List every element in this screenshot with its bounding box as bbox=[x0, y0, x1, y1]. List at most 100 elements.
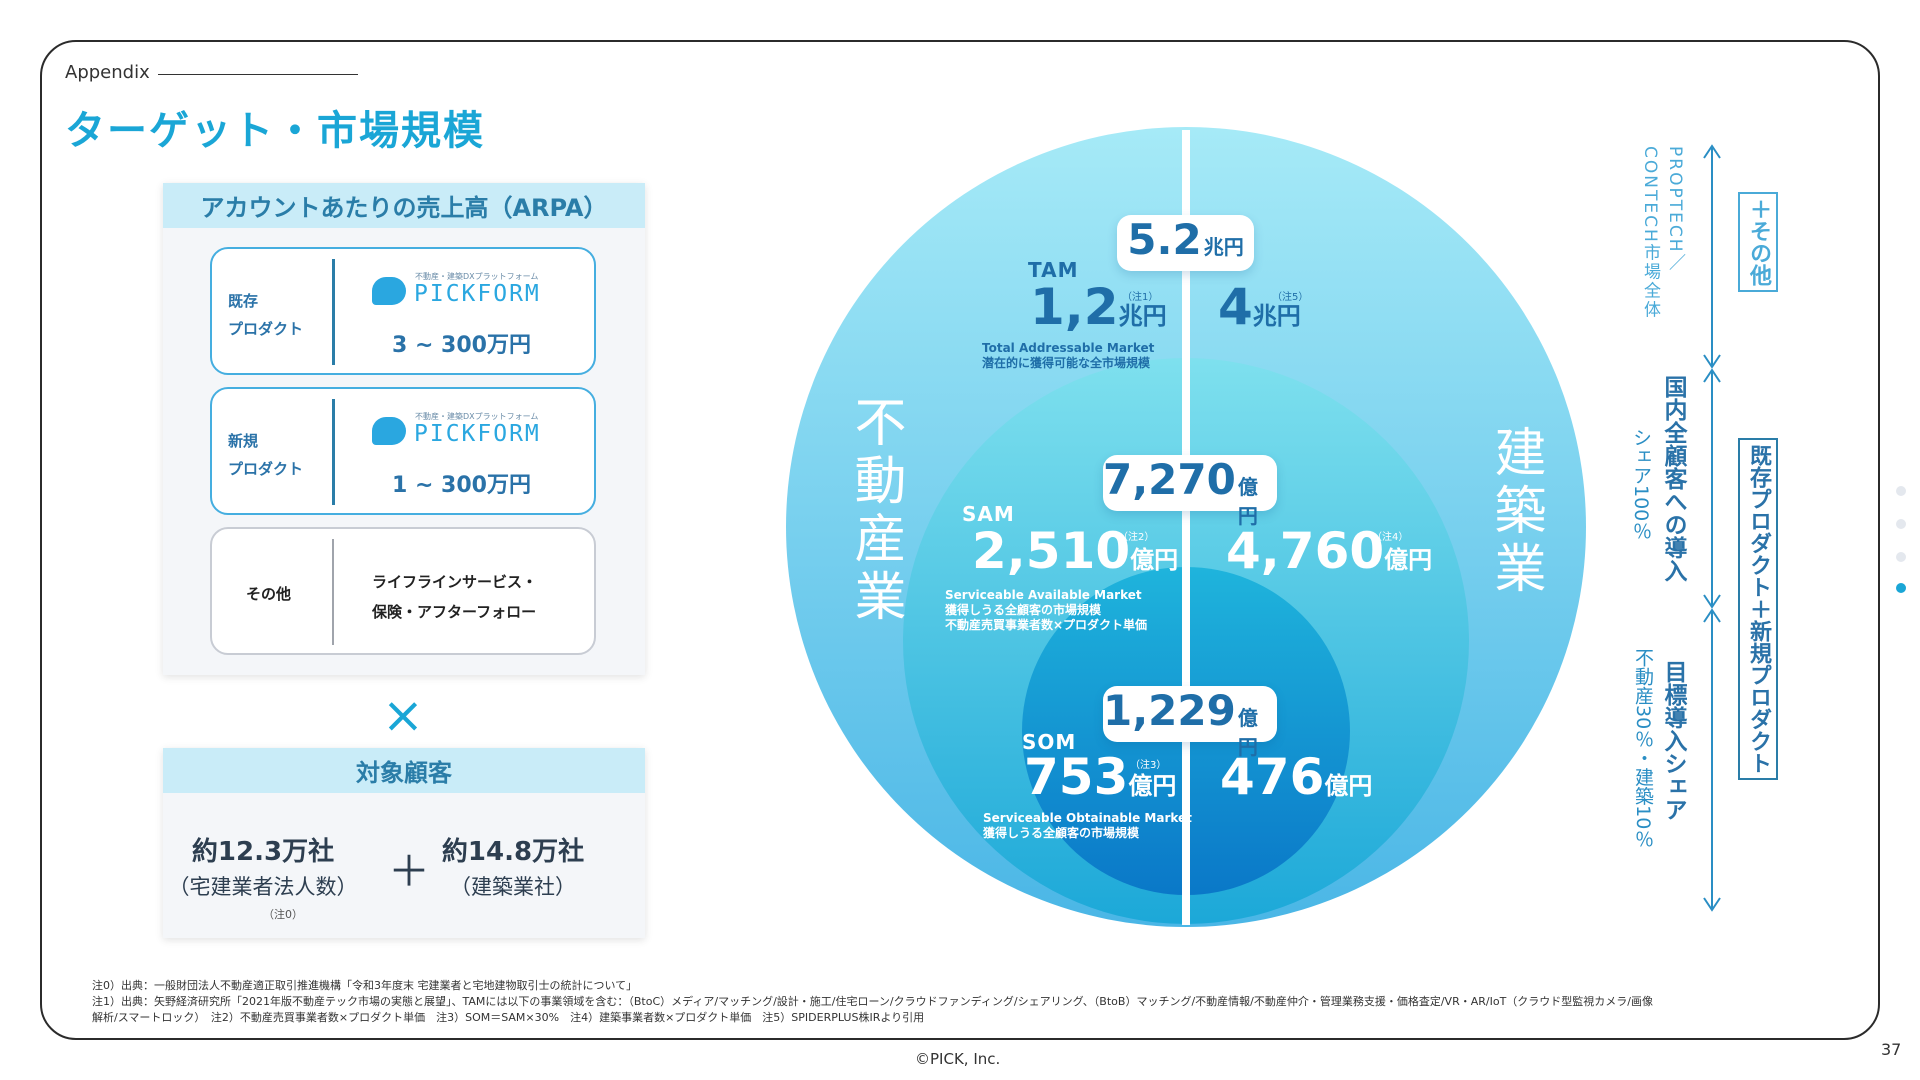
sam-description: Serviceable Available Market 獲得しうる全顧客の市場… bbox=[945, 588, 1147, 633]
som-left-number: 753 bbox=[1024, 748, 1129, 806]
footnotes: 注0）出典：一般財団法人不動産適正取引推進機構「令和3年度末 宅建業者と宅地建物… bbox=[92, 978, 1832, 1026]
other-label: その他 bbox=[246, 585, 292, 603]
sam-right-unit: 億円 bbox=[1384, 546, 1433, 574]
sam-total-unit: 億円 bbox=[1237, 475, 1258, 528]
sam-right-number: 4,760 bbox=[1226, 522, 1385, 580]
product-label: 新規 プロダクト bbox=[228, 427, 303, 483]
som-left-note: （注3） bbox=[1130, 760, 1167, 771]
som-desc-en: Serviceable Obtainable Market bbox=[983, 811, 1192, 825]
tam-left-unit: 兆円 bbox=[1118, 302, 1167, 330]
new-product-box: 新規 プロダクト 不動産・建築DXプラットフォーム PICKFORM 1 ~ 3… bbox=[210, 387, 596, 515]
sam-total-value: 7,270 bbox=[1103, 455, 1236, 504]
arpa-card: アカウントあたりの売上高（ARPA） 既存 プロダクト 不動産・建築DXプラット… bbox=[163, 183, 645, 675]
existing-product-box: 既存 プロダクト 不動産・建築DXプラットフォーム PICKFORM 3 ~ 3… bbox=[210, 247, 596, 375]
som-right-unit: 億円 bbox=[1324, 772, 1373, 800]
construction-customer-count: 約14.8万社 bbox=[441, 837, 585, 867]
product-price: 1 ~ 300万円 bbox=[392, 473, 531, 498]
contech-label: CONTECH市場全体 bbox=[1640, 146, 1660, 320]
other-services-box: その他 ライフラインサービス・ 保険・アフターフォロー bbox=[210, 527, 596, 655]
som-left-value: 753億円 bbox=[1024, 748, 1176, 806]
appendix-label: Appendix bbox=[65, 62, 150, 83]
plus-other-box: ＋その他 bbox=[1738, 192, 1778, 292]
page-dot-active[interactable] bbox=[1896, 583, 1906, 593]
tam-right-unit: 兆円 bbox=[1252, 302, 1301, 330]
product-label: 既存 プロダクト bbox=[228, 287, 303, 343]
sam-left-note: （注2） bbox=[1118, 532, 1155, 543]
sam-left-unit: 億円 bbox=[1130, 546, 1179, 574]
domestic-all-label: 国内全顧客への導入 bbox=[1660, 375, 1686, 582]
multiply-icon: × bbox=[382, 686, 424, 744]
page-dot[interactable] bbox=[1896, 486, 1906, 496]
real-estate-customer-desc: （宅建業者法人数） bbox=[168, 875, 358, 899]
existing-new-product-box: 既存プロダクト＋新規プロダクト bbox=[1738, 438, 1778, 780]
other-desc-line2: 保険・アフターフォロー bbox=[372, 603, 537, 621]
tam-left-number: 1,2 bbox=[1030, 278, 1119, 336]
som-right-number: 476 bbox=[1220, 748, 1325, 806]
som-description: Serviceable Obtainable Market 獲得しうる全顧客の市… bbox=[983, 811, 1192, 841]
arpa-heading: アカウントあたりの売上高（ARPA） bbox=[163, 183, 645, 228]
real-estate-customer-count: 約12.3万社 bbox=[191, 837, 335, 867]
tam-left-value: 1,2兆円 bbox=[1030, 278, 1167, 336]
som-desc-jp: 獲得しうる全顧客の市場規模 bbox=[983, 826, 1140, 840]
target-share-label: 目標導入シェア bbox=[1660, 660, 1686, 821]
product-label-line1: 既存 bbox=[228, 292, 259, 310]
sam-left-number: 2,510 bbox=[972, 522, 1131, 580]
tam-description: Total Addressable Market 潜在的に獲得可能な全市場規模 bbox=[982, 341, 1154, 371]
logo-tagline: 不動産・建築DXプラットフォーム bbox=[415, 272, 539, 281]
real-estate-industry-label: 不動産業 bbox=[845, 395, 905, 627]
other-desc-line1: ライフラインサービス・ bbox=[372, 573, 538, 591]
som-total-unit: 億円 bbox=[1237, 706, 1258, 759]
divider bbox=[332, 399, 335, 505]
tam-total-unit: 兆円 bbox=[1203, 235, 1244, 259]
tam-total-value: 5.2 bbox=[1127, 215, 1202, 264]
logo-brand: PICKFORM bbox=[414, 281, 541, 307]
product-label-line2: プロダクト bbox=[228, 320, 304, 338]
customers-heading: 対象顧客 bbox=[163, 748, 645, 793]
product-label-line2: プロダクト bbox=[228, 460, 304, 478]
footnote-line: 注1）出典：矢野経済研究所「2021年版不動産テック市場の実態と展望」、TAMに… bbox=[92, 995, 1653, 1008]
sam-desc-en: Serviceable Available Market bbox=[945, 588, 1142, 602]
sam-desc-formula: 不動産売買事業者数×プロダクト単価 bbox=[945, 618, 1148, 632]
footnote-line: 注0）出典：一般財団法人不動産適正取引推進機構「令和3年度末 宅建業者と宅地建物… bbox=[92, 979, 638, 992]
page-dot[interactable] bbox=[1896, 519, 1906, 529]
som-right-value: 476億円 bbox=[1220, 748, 1372, 806]
proptech-label: PROPTECH／ bbox=[1665, 146, 1685, 273]
plus-icon: ＋ bbox=[388, 847, 431, 896]
tam-left-note: （注1） bbox=[1122, 292, 1159, 303]
tam-desc-en: Total Addressable Market bbox=[982, 341, 1155, 355]
tam-total-pill: 5.2 兆円 bbox=[1117, 215, 1254, 271]
copyright: ©PICK, Inc. bbox=[915, 1050, 1001, 1068]
tam-right-value: 4兆円 bbox=[1218, 278, 1301, 336]
construction-industry-label: 建築業 bbox=[1485, 425, 1545, 599]
other-description: ライフラインサービス・ 保険・アフターフォロー bbox=[372, 567, 537, 627]
tam-label: TAM bbox=[1028, 258, 1079, 282]
page-dot[interactable] bbox=[1896, 552, 1906, 562]
som-left-unit: 億円 bbox=[1128, 772, 1177, 800]
divider bbox=[332, 539, 334, 645]
pickform-logo: 不動産・建築DXプラットフォーム PICKFORM bbox=[372, 271, 562, 311]
sam-left-value: 2,510億円 bbox=[972, 522, 1178, 580]
sam-total-pill: 7,270 億円 bbox=[1103, 455, 1277, 528]
sam-right-note: （注4） bbox=[1372, 532, 1409, 543]
som-total-pill: 1,229 億円 bbox=[1103, 686, 1277, 759]
customers-card: 対象顧客 約12.3万社 （宅建業者法人数） （注0） ＋ 約14.8万社 （建… bbox=[163, 748, 645, 938]
pickform-logo: 不動産・建築DXプラットフォーム PICKFORM bbox=[372, 411, 562, 451]
appendix-rule bbox=[158, 74, 358, 75]
tam-desc-jp: 潜在的に獲得可能な全市場規模 bbox=[982, 356, 1151, 370]
tam-right-number: 4 bbox=[1218, 278, 1253, 336]
logo-brand: PICKFORM bbox=[414, 421, 541, 447]
logo-tagline: 不動産・建築DXプラットフォーム bbox=[415, 412, 539, 421]
product-label-line1: 新規 bbox=[228, 432, 259, 450]
tam-right-note: （注5） bbox=[1272, 292, 1309, 303]
page-title: ターゲット・市場規模 bbox=[65, 108, 485, 154]
construction-customer-desc: （建築業社） bbox=[450, 875, 576, 899]
som-label: SOM bbox=[1022, 730, 1077, 754]
footnote-line: 解析/スマートロック） 注2）不動産売買事業者数×プロダクト単価 注3）SOM＝… bbox=[92, 1011, 925, 1024]
product-price: 3 ~ 300万円 bbox=[392, 333, 531, 358]
sam-label: SAM bbox=[962, 502, 1015, 526]
speech-bubble-icon bbox=[372, 277, 406, 305]
share-target-label: 不動産30％・建築10％ bbox=[1632, 648, 1654, 849]
share-100-label: シェア100％ bbox=[1630, 428, 1652, 541]
som-total-value: 1,229 bbox=[1103, 686, 1236, 735]
